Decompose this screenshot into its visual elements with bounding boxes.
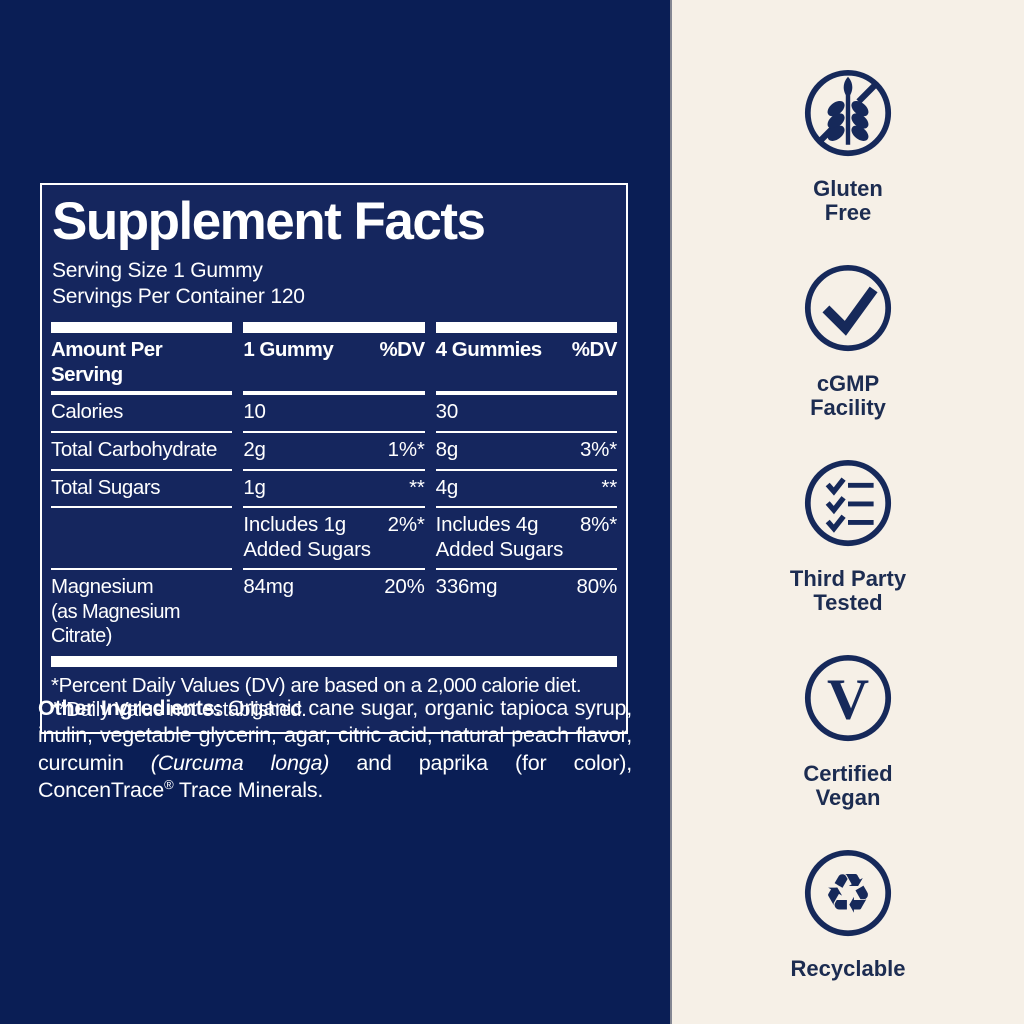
checkmark-icon — [804, 264, 892, 352]
supplement-facts-panel: Supplement Facts Serving Size 1 Gummy Se… — [40, 183, 628, 734]
badge-label: Certified Vegan — [803, 761, 893, 810]
supplement-facts-title: Supplement Facts — [52, 192, 486, 251]
header-1-gummy: 1 Gummy %DV — [243, 322, 425, 396]
registered-trademark: ® — [164, 776, 174, 792]
column-header: Amount Per Serving — [51, 338, 163, 386]
separator-bar — [51, 656, 617, 668]
header-amount-per-serving: Amount Per Serving — [51, 322, 233, 396]
footnotes: *Percent Daily Values (DV) are based on … — [51, 674, 617, 722]
table-row-value: 30 — [435, 395, 617, 434]
header-bar — [435, 322, 617, 334]
other-ingredients-label: Other Ingredients: — [38, 696, 222, 720]
table-row-value: Includes 4g Added Sugars 8%* — [435, 508, 617, 571]
table-row-label — [51, 508, 233, 571]
table-row-value: 4g ** — [435, 471, 617, 509]
svg-text:♻: ♻ — [823, 861, 872, 925]
badge-column: Gluten Free cGMP Facility — [670, 0, 1024, 1024]
table-row-label: Total Sugars — [51, 471, 233, 509]
badge-label: Third Party Tested — [789, 566, 907, 615]
badge-gluten-free: Gluten Free — [795, 60, 901, 225]
navy-background: Supplement Facts Serving Size 1 Gummy Se… — [0, 0, 670, 1024]
table-row-value: 10 — [243, 395, 425, 434]
svg-text:V: V — [827, 666, 869, 731]
column-header-dv: %DV — [571, 338, 618, 362]
table-row-value: 84mg 20% — [243, 575, 425, 599]
other-ingredients: Other Ingredients: Organic cane sugar, o… — [38, 696, 632, 803]
nutrition-table: Amount Per Serving 1 Gummy %DV 4 Gummies… — [51, 322, 617, 654]
badge-label: Gluten Free — [813, 176, 883, 225]
vegan-v-icon: V — [804, 654, 892, 742]
badge-cgmp-facility: cGMP Facility — [795, 255, 901, 420]
badge-third-party-tested: Third Party Tested — [790, 450, 906, 615]
badge-recyclable: ♻ Recyclable — [790, 840, 906, 981]
table-row-value: 2g 1%* — [243, 433, 425, 471]
column-header-dv: %DV — [379, 338, 425, 362]
recycle-icon: ♻ — [804, 849, 892, 937]
table-row-label: Total Carbohydrate — [51, 433, 233, 471]
servings-per-container: Servings Per Container 120 — [52, 284, 305, 308]
column-header: 1 Gummy — [243, 338, 334, 362]
column-header: 4 Gummies — [435, 338, 543, 362]
table-row-value: 1g ** — [243, 471, 425, 509]
badge-certified-vegan: V Certified Vegan — [795, 645, 901, 810]
header-4-gummies: 4 Gummies %DV — [435, 322, 618, 396]
table-row-value: 336mg 80% — [435, 575, 618, 599]
gluten-free-icon — [804, 69, 892, 157]
header-bar — [51, 322, 233, 334]
checklist-icon — [804, 459, 892, 547]
header-bar — [243, 322, 425, 334]
footnote-dv: *Percent Daily Values (DV) are based on … — [51, 674, 582, 698]
table-row-value: 8g 3%* — [435, 433, 617, 471]
badge-label: cGMP Facility — [810, 371, 886, 420]
table-row-label: Calories — [51, 395, 233, 434]
serving-size: Serving Size 1 Gummy — [52, 259, 263, 283]
table-row-value: Includes 1g Added Sugars 2%* — [243, 508, 425, 571]
table-row-label: Magnesium (as Magnesium Citrate) — [51, 575, 181, 648]
footnote-not-established: **Daily Value not established. — [51, 697, 307, 721]
badge-label: Recyclable — [790, 956, 906, 981]
